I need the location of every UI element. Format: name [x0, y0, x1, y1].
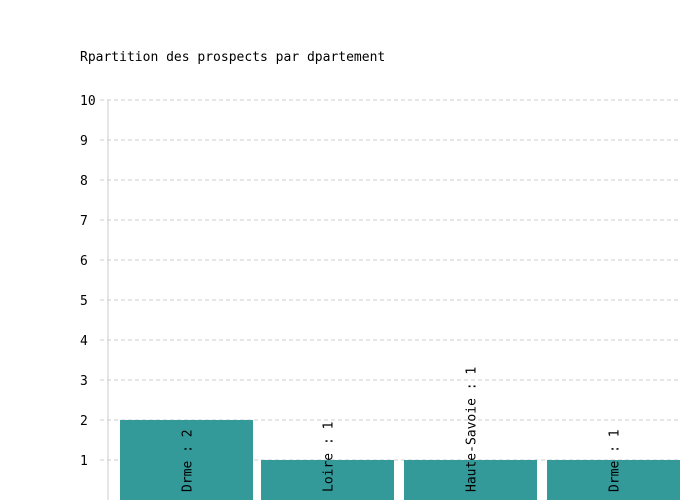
- y-tick-label: 7: [80, 214, 88, 229]
- chart-title: Rpartition des prospects par dpartement: [80, 50, 386, 65]
- y-tick-label: 4: [80, 334, 88, 349]
- grid-lines: [100, 99, 680, 461]
- bar: [547, 460, 680, 500]
- bar: [120, 420, 253, 500]
- bar-data-label: Drme : 2: [181, 429, 196, 492]
- bar: [404, 460, 537, 500]
- y-tick-label: 3: [80, 374, 88, 389]
- y-tick-label: 6: [80, 254, 88, 269]
- bar-data-label: Drme : 1: [608, 429, 623, 492]
- bar: [261, 460, 394, 500]
- bars: [120, 420, 680, 500]
- y-tick-label: 2: [80, 414, 88, 429]
- bar-data-label: Loire : 1: [322, 422, 337, 492]
- bar-data-label: Haute-Savoie : 1: [465, 367, 480, 492]
- bar-data-labels: Drme : 2 Loire : 1 Haute-Savoie : 1 Drme : …: [181, 367, 623, 492]
- y-tick-label: 9: [80, 134, 88, 149]
- y-tick-label: 10: [80, 94, 96, 109]
- y-tick-label: 8: [80, 174, 88, 189]
- y-tick-label: 1: [80, 454, 88, 469]
- y-tick-label: 5: [80, 294, 88, 309]
- y-axis-ticks: 1 2 3 4 5 6 7 8 9 10: [80, 94, 96, 469]
